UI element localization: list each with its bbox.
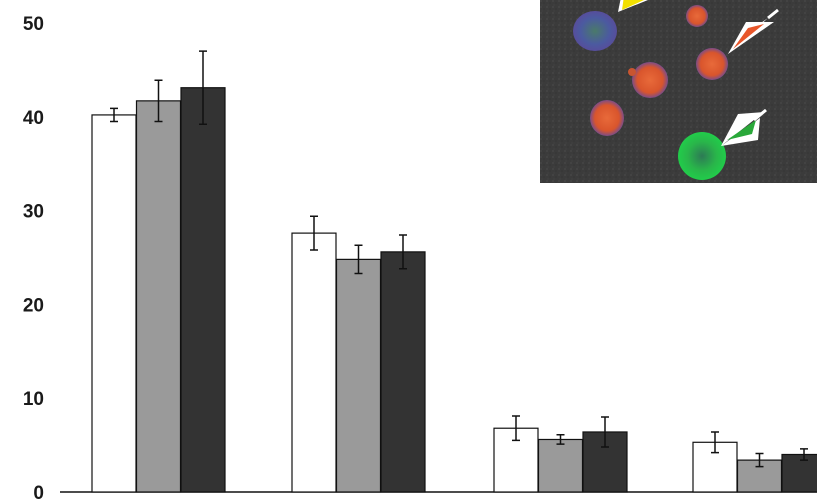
fluorescence-micrograph-inset [540, 0, 817, 183]
green-arrowhead-icon [721, 108, 767, 146]
y-tick-label: 0 [33, 483, 44, 499]
error-bar [310, 215, 318, 251]
y-tick-label: 50 [23, 14, 44, 35]
bar [135, 100, 182, 493]
yellow-arrowhead-icon [618, 0, 648, 12]
error-bar [512, 415, 520, 442]
bar-group [493, 415, 628, 493]
error-bar [354, 244, 363, 275]
cell-orange [590, 100, 624, 136]
error-bar [154, 79, 163, 123]
bar [91, 114, 137, 493]
cell-orange [686, 5, 708, 27]
error-bar [199, 50, 207, 126]
bar-groups [91, 50, 817, 493]
bar [335, 258, 382, 493]
cell-orange [632, 62, 668, 98]
y-axis-ticks: 0 10 20 30 40 50 [23, 14, 44, 499]
bar-group [692, 431, 817, 493]
error-bar [800, 448, 808, 461]
bar [291, 232, 337, 493]
bar [537, 438, 584, 493]
error-bar [601, 416, 609, 448]
error-bar [711, 431, 719, 454]
bar-group [91, 50, 226, 493]
cell-orange-small [628, 68, 636, 76]
error-bar [399, 234, 407, 270]
y-tick-label: 30 [23, 202, 44, 223]
bar [380, 251, 426, 493]
y-tick-label: 10 [23, 389, 44, 410]
y-tick-label: 40 [23, 108, 44, 129]
error-bar [755, 452, 764, 468]
bar [180, 87, 226, 493]
error-bar [110, 107, 118, 123]
orange-arrowhead-icon [728, 18, 774, 54]
bar [781, 453, 817, 493]
cell-orange [696, 48, 728, 80]
error-bar [556, 434, 565, 445]
y-tick-label: 20 [23, 295, 44, 316]
cell-blue [573, 11, 617, 51]
cell-green [678, 132, 726, 180]
bar-group [291, 215, 426, 493]
